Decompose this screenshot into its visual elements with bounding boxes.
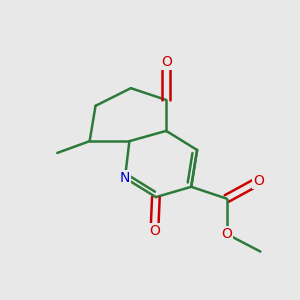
Text: O: O (149, 224, 160, 238)
Text: O: O (221, 227, 232, 241)
Text: O: O (254, 174, 264, 188)
Text: O: O (161, 55, 172, 69)
Text: N: N (120, 171, 130, 185)
